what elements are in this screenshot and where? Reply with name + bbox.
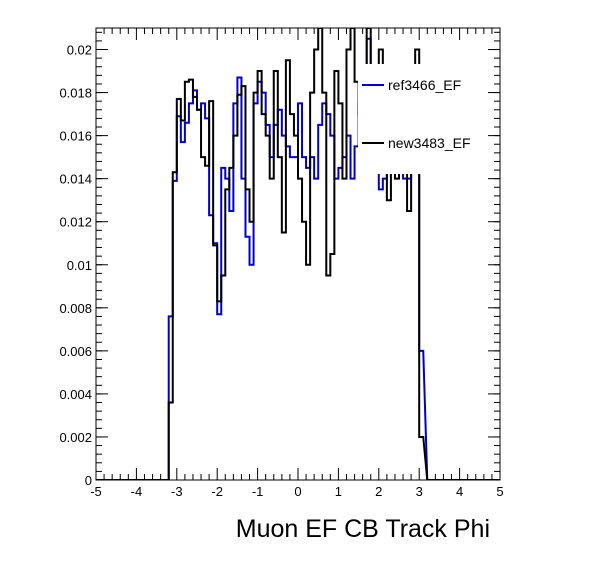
y-tick-label: 0.018	[59, 86, 92, 101]
y-tick-label: 0.012	[59, 215, 92, 230]
legend: ref3466_EF new3483_EF	[358, 64, 471, 174]
legend-label-ref3466-ef: ref3466_EF	[388, 77, 461, 93]
y-tick-label: 0	[85, 473, 92, 488]
legend-box	[358, 64, 462, 174]
y-tick-label: 0.008	[59, 301, 92, 316]
y-tick-label: 0.006	[59, 344, 92, 359]
x-tick-label: 3	[416, 484, 423, 499]
x-tick-label: 4	[456, 484, 463, 499]
x-tick-label: -5	[90, 484, 102, 499]
y-tick-label: 0.004	[59, 387, 92, 402]
x-tick-label: -3	[171, 484, 183, 499]
x-axis-title: Muon EF CB Track Phi	[236, 515, 490, 543]
y-tick-label: 0.016	[59, 129, 92, 144]
x-tick-label: 0	[294, 484, 301, 499]
legend-label-new3483-ef: new3483_EF	[388, 135, 471, 151]
x-tick-label: -2	[211, 484, 223, 499]
axis-layer: -5 -4 -3 -2 -1 0 1 2 3 4 5 0 0.002 0.004 0.006 0.008 0.0…	[59, 28, 504, 499]
y-tick-label: 0.02	[67, 43, 92, 58]
x-tick-label: -4	[131, 484, 143, 499]
x-tick-label: -1	[252, 484, 264, 499]
y-tick-label: 0.014	[59, 172, 92, 187]
x-tick-label: 1	[335, 484, 342, 499]
y-tick-label: 0.01	[67, 258, 92, 273]
x-tick-label: 2	[375, 484, 382, 499]
y-tick-label: 0.002	[59, 430, 92, 445]
x-tick-label: 5	[496, 484, 503, 499]
